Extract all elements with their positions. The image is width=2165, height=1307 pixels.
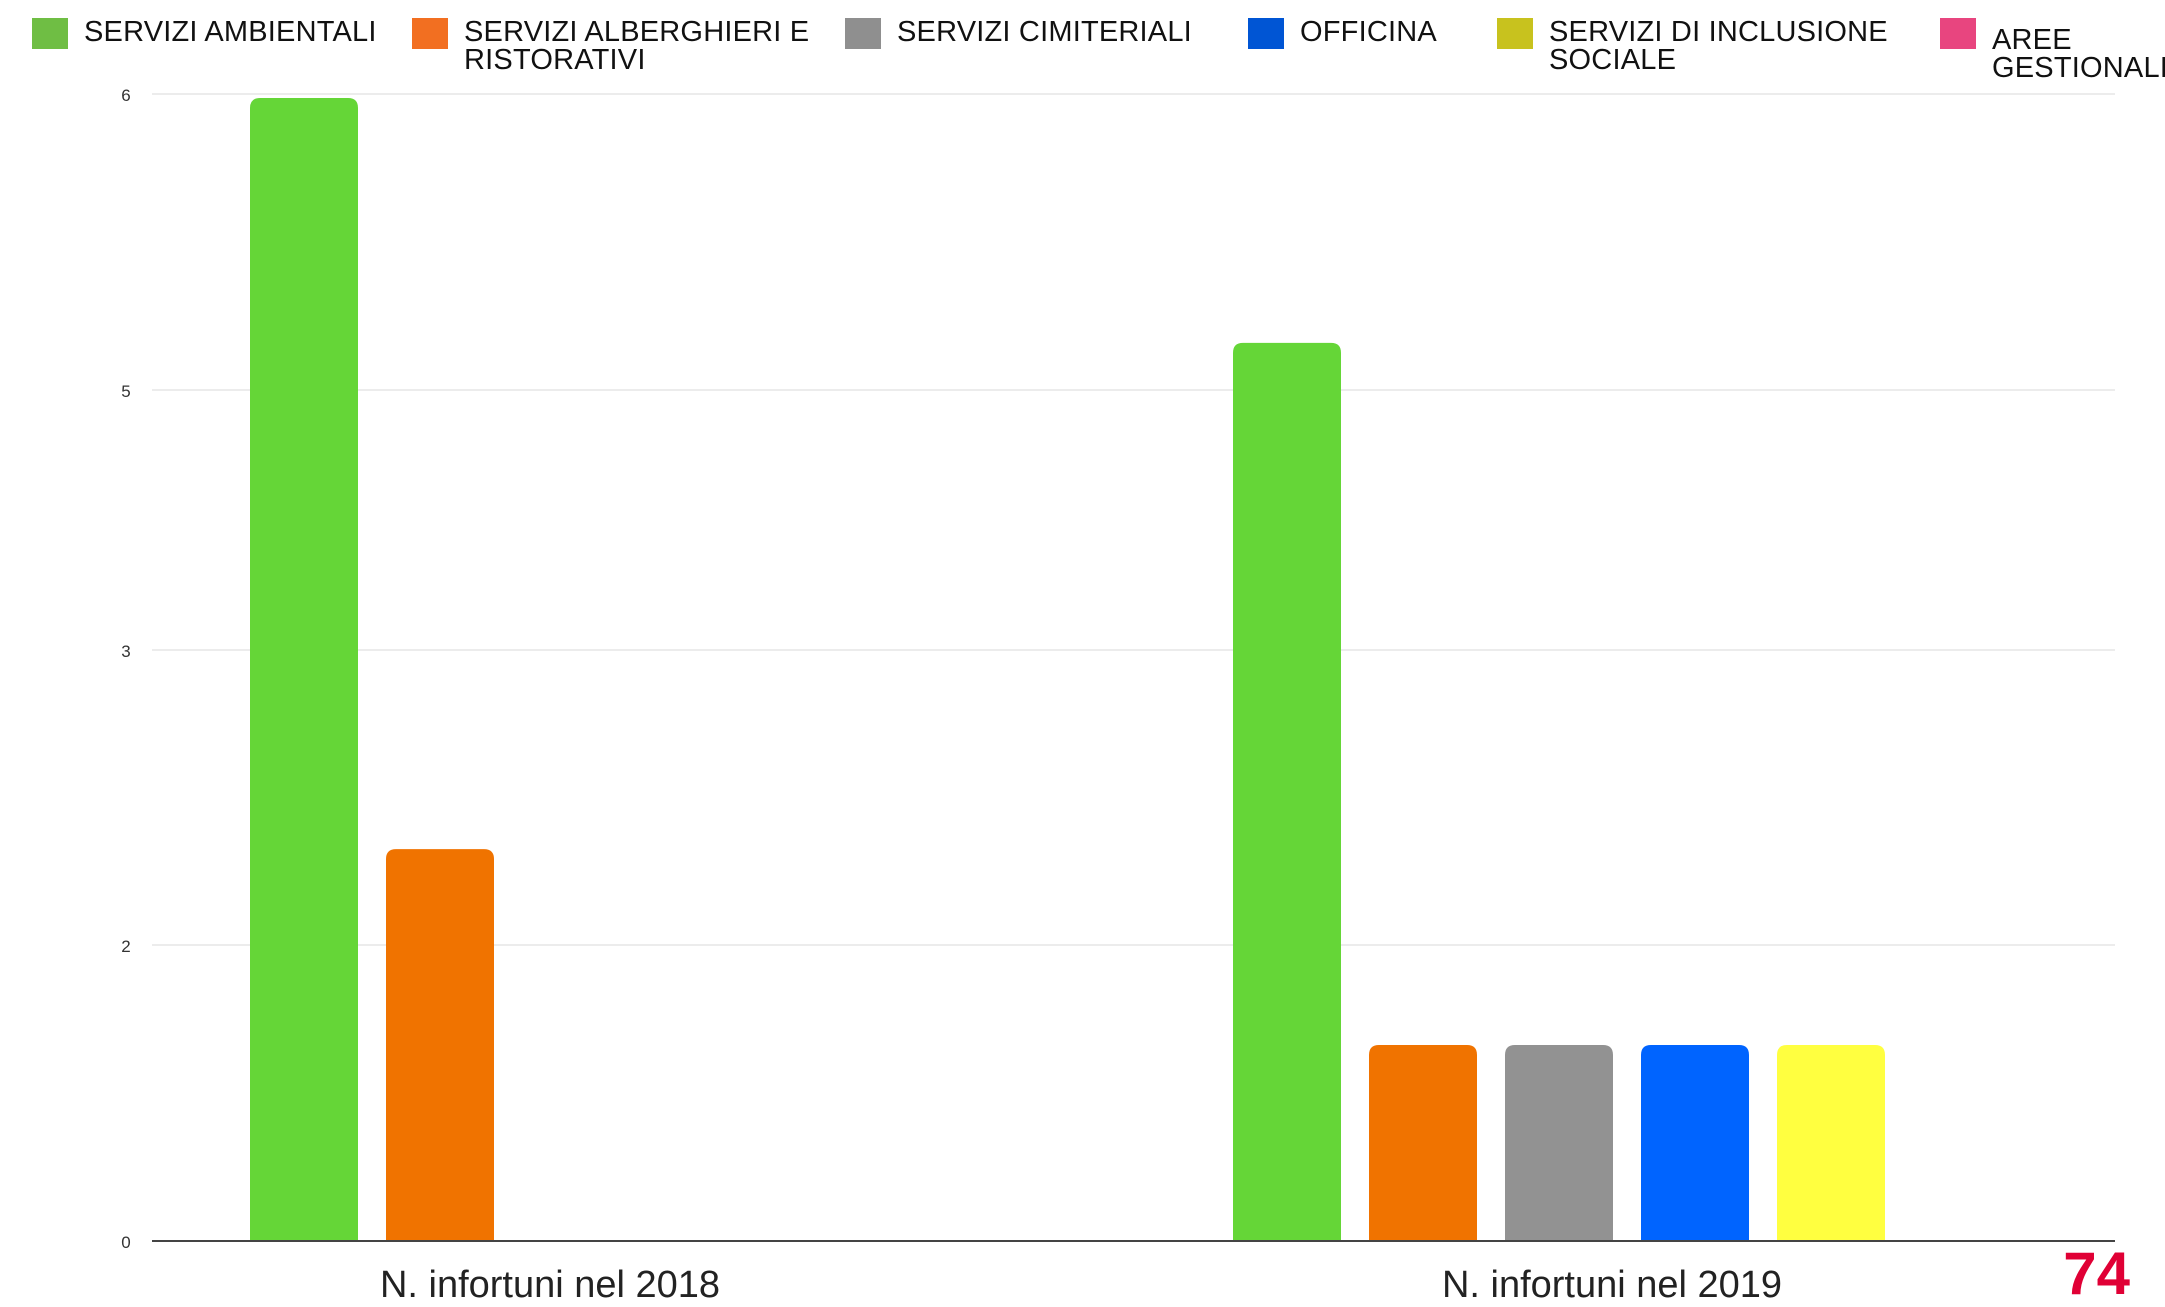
- x-category-label: N. infortuni nel 2018: [380, 1264, 720, 1304]
- y-tick-label: 6: [121, 86, 130, 105]
- legend-swatch: [1497, 18, 1533, 49]
- legend-swatch: [845, 18, 881, 49]
- legend-item: OFFICINA: [1248, 18, 1437, 49]
- bar: [1505, 1045, 1613, 1241]
- legend-swatch: [1940, 18, 1976, 49]
- legend-item: AREE GESTIONALI: [1940, 18, 2165, 84]
- bar: [1369, 1045, 1477, 1241]
- bar: [1233, 342, 1341, 1241]
- x-category-label: N. infortuni nel 2019: [1442, 1264, 1782, 1304]
- legend-label: SERVIZI CIMITERIALI: [897, 16, 1192, 48]
- legend-swatch: [1248, 18, 1284, 49]
- legend-item: SERVIZI AMBIENTALI: [32, 18, 377, 49]
- y-tick-label: 2: [121, 937, 130, 956]
- chart-legend: SERVIZI AMBIENTALI SERVIZI ALBERGHIERI E …: [0, 0, 2165, 100]
- legend-label: SERVIZI ALBERGHIERI E RISTORATIVI: [464, 16, 810, 76]
- legend-item: SERVIZI DI INCLUSIONE SOCIALE: [1497, 16, 1888, 76]
- legend-label: SERVIZI DI INCLUSIONE SOCIALE: [1549, 16, 1888, 76]
- legend-item: SERVIZI CIMITERIALI: [845, 18, 1192, 49]
- legend-label: AREE GESTIONALI: [1992, 24, 2165, 84]
- bar: [386, 849, 494, 1241]
- legend-item: SERVIZI ALBERGHIERI E RISTORATIVI: [412, 16, 810, 76]
- y-tick-label: 3: [121, 642, 130, 661]
- legend-label: SERVIZI AMBIENTALI: [84, 16, 377, 48]
- legend-swatch: [412, 18, 448, 49]
- bar: [250, 98, 358, 1241]
- page-number: 74: [2063, 1240, 2130, 1307]
- legend-swatch: [32, 18, 68, 49]
- y-tick-label: 0: [121, 1233, 130, 1252]
- legend-label: OFFICINA: [1300, 16, 1437, 48]
- bar: [1641, 1045, 1749, 1241]
- bar: [1777, 1045, 1885, 1241]
- y-tick-label: 5: [121, 382, 130, 401]
